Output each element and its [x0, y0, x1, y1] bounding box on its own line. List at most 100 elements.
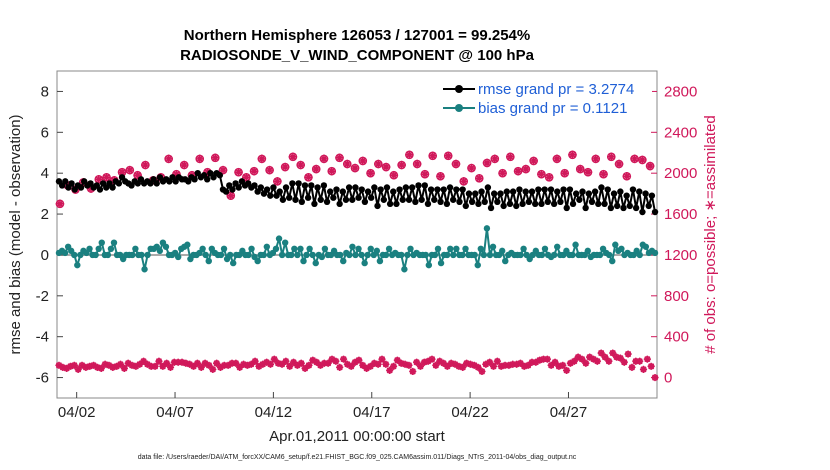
rmse-point: [525, 198, 533, 205]
obs-assimilated-point: [327, 166, 336, 176]
rmse-point: [263, 186, 271, 193]
bottom-obs-star: [624, 350, 632, 358]
obs-assimilated-point: [374, 159, 383, 169]
bias-point: [132, 245, 139, 253]
bottom-obs-star: [420, 358, 428, 366]
bottom-obs-star: [351, 358, 359, 366]
bottom-obs-star: [205, 361, 213, 369]
obs-assimilated-point: [249, 166, 259, 176]
data-file-footnote: data file: /Users/raeder/DAI/ATM_forcXX/…: [138, 454, 577, 461]
bias-point: [572, 241, 579, 248]
bottom-obs-star: [382, 360, 390, 368]
obs-assimilated-point: [350, 163, 360, 173]
rmse-point: [412, 198, 419, 205]
rmse-point: [544, 198, 552, 205]
rmse-point: [415, 182, 422, 189]
bottom-obs-star: [451, 360, 459, 368]
obs-assimilated-point: [234, 167, 243, 177]
y-tick-label-right: 0: [664, 370, 672, 387]
bottom-obs-star: [228, 359, 236, 367]
rmse-series-line: [58, 172, 656, 213]
rmse-point: [421, 182, 429, 189]
bottom-obs-star: [63, 364, 71, 372]
bottom-obs-star: [239, 360, 248, 368]
bottom-obs-star: [405, 361, 413, 369]
obs-assimilated-point: [304, 173, 313, 182]
rmse-point: [374, 202, 381, 210]
bias-point: [462, 245, 469, 253]
bottom-obs-star: [343, 360, 351, 368]
bottom-obs-star: [466, 360, 475, 368]
legend-rmse-marker: [455, 85, 463, 93]
bottom-obs-star: [651, 373, 659, 382]
obs-assimilated-point: [94, 175, 103, 184]
bias-point: [129, 251, 136, 259]
bottom-obs-star: [455, 362, 463, 370]
rmse-point: [484, 184, 492, 191]
rmse-point: [487, 204, 495, 212]
legend-bias-label: bias grand pr = 0.1121: [478, 100, 627, 117]
rmse-point: [295, 180, 302, 187]
bottom-obs-star: [609, 349, 617, 357]
rmse-point: [535, 186, 542, 193]
rmse-point: [109, 184, 116, 191]
bottom-obs-star: [605, 357, 613, 365]
bias-point: [288, 251, 295, 259]
rmse-point: [598, 184, 605, 191]
legend: rmse grand pr = 3.2774 bias grand pr = 0…: [438, 76, 652, 120]
bottom-obs-star: [289, 358, 298, 366]
bottom-obs-star: [347, 362, 355, 370]
rmse-point: [531, 200, 539, 208]
rmse-point: [380, 196, 388, 203]
rmse-point: [541, 186, 548, 193]
obs-assimilated-point: [343, 159, 352, 169]
rmse-point: [364, 188, 372, 195]
bottom-obs-star: [243, 361, 252, 369]
rmse-point: [440, 186, 447, 193]
bottom-obs-star: [155, 357, 163, 365]
bottom-obs-star: [636, 357, 644, 365]
bias-point: [480, 251, 488, 259]
axis-ticks: -6 -4 -2 0 2 4 6 8 0 400 800 1200 1600 2000 2400 2800 04…: [36, 83, 698, 421]
bottom-obs-star: [220, 361, 228, 369]
bias-point: [541, 245, 549, 253]
bottom-obs-star: [428, 355, 436, 363]
obs-assimilated-point: [490, 154, 500, 164]
rmse-point: [443, 200, 451, 208]
rmse-point: [538, 200, 545, 208]
rmse-point: [115, 180, 123, 187]
bias-point: [407, 245, 414, 253]
obs-assimilated-point: [125, 165, 135, 175]
bottom-obs-star: [363, 364, 371, 372]
obs-assimilated-point: [172, 170, 181, 179]
bottom-obs-star: [316, 361, 325, 369]
obs-assimilated-point: [428, 151, 437, 161]
obs-assimilated-point: [560, 168, 569, 178]
rmse-point: [301, 182, 309, 189]
obs-assimilated-point: [102, 173, 111, 182]
x-tick-label: 04/27: [550, 404, 588, 421]
rmse-point: [528, 188, 536, 195]
bias-point: [373, 247, 381, 255]
y-tick-label-left: 2: [41, 206, 49, 223]
rmse-point: [468, 198, 476, 205]
bottom-obs-star: [301, 364, 309, 372]
bottom-obs-star: [186, 360, 194, 368]
obs-assimilated-point: [273, 177, 282, 186]
rmse-point: [393, 200, 400, 208]
rmse-point: [569, 200, 577, 208]
rmse-point: [636, 188, 643, 195]
bottom-obs-star: [586, 353, 594, 361]
rmse-point: [289, 180, 296, 187]
bottom-obs-star: [66, 362, 75, 370]
rmse-point: [285, 194, 293, 201]
bottom-obs-star: [320, 359, 328, 367]
rmse-point: [405, 196, 413, 203]
rmse-point: [222, 188, 230, 195]
bottom-obs-star: [447, 359, 455, 367]
bottom-obs-star: [278, 360, 286, 368]
bottom-obs-star: [147, 362, 155, 370]
bottom-obs-star: [524, 361, 532, 369]
y-tick-label-right: 800: [664, 288, 689, 305]
